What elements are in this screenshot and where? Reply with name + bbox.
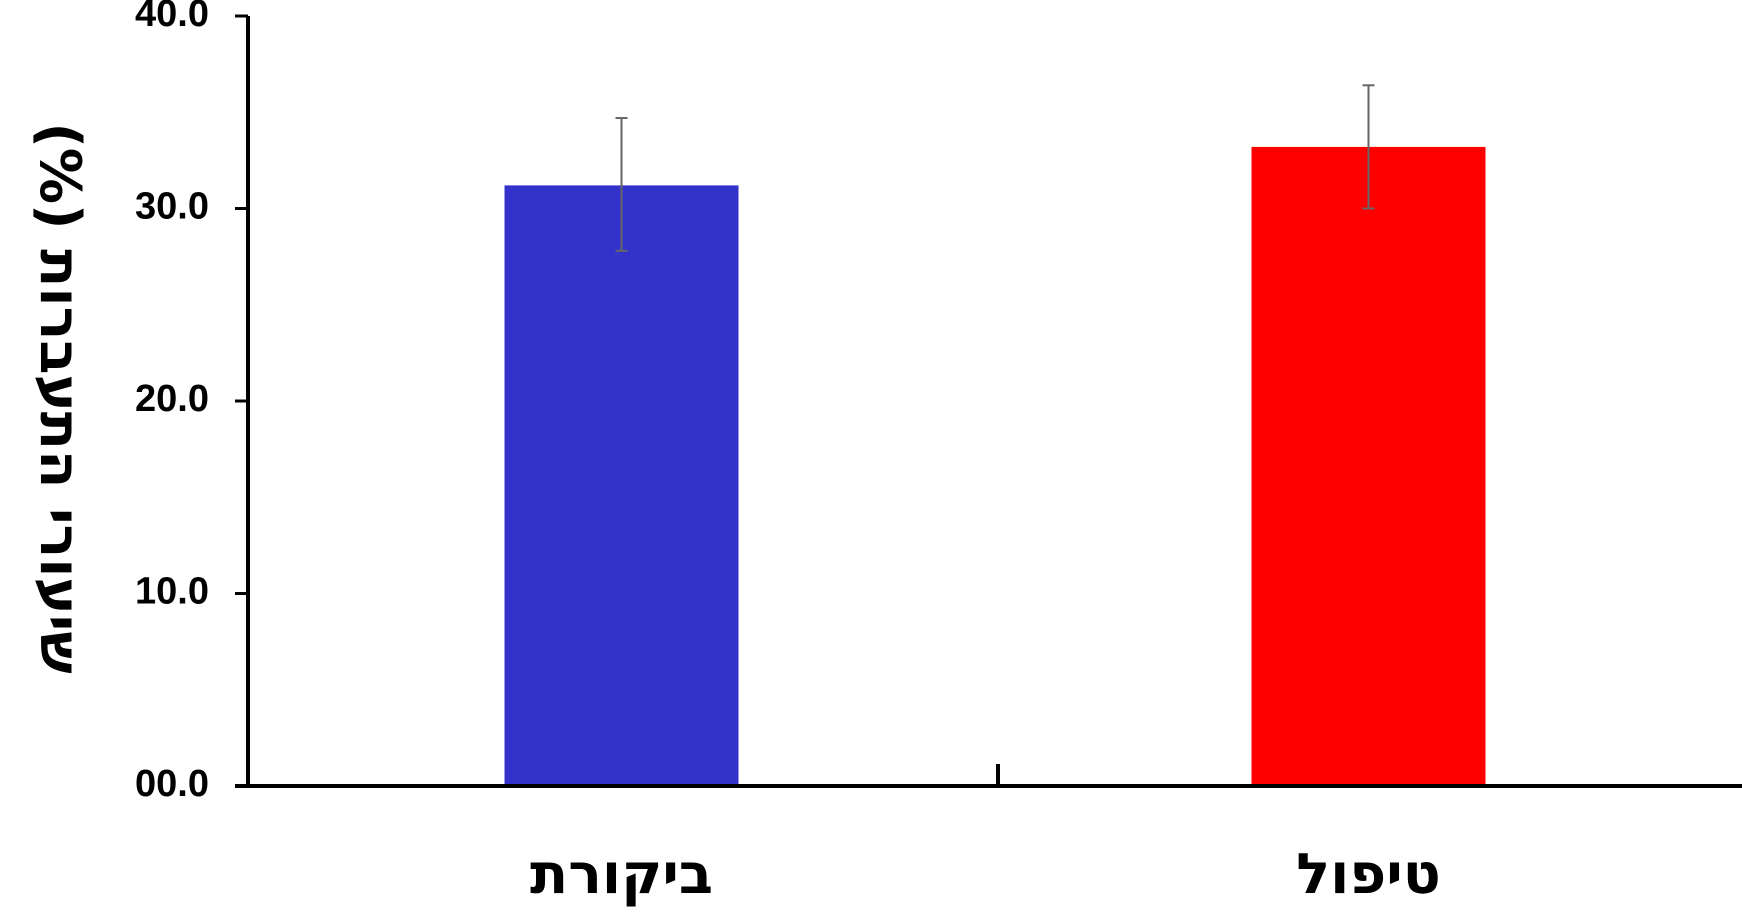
y-axis-title: שיעורי התעברות (%) <box>27 122 92 673</box>
bar-1 <box>504 185 739 786</box>
y-axis-ticks: 00.0 10.0 20.0 30.0 40.0 <box>135 0 248 805</box>
y-tick-label: 10.0 <box>135 571 209 613</box>
y-tick-label: 00.0 <box>135 763 209 805</box>
x-axis-labels: ביקורת טיפול <box>530 842 1441 907</box>
y-tick-label: 30.0 <box>135 186 209 228</box>
x-category-label: ביקורת <box>530 842 713 907</box>
error-bars <box>615 84 1375 252</box>
bars <box>504 146 1486 786</box>
y-tick-label: 20.0 <box>135 378 209 420</box>
y-tick-label: 40.0 <box>135 0 209 35</box>
bar-2 <box>1251 146 1486 786</box>
x-category-label: טיפול <box>1296 842 1440 907</box>
